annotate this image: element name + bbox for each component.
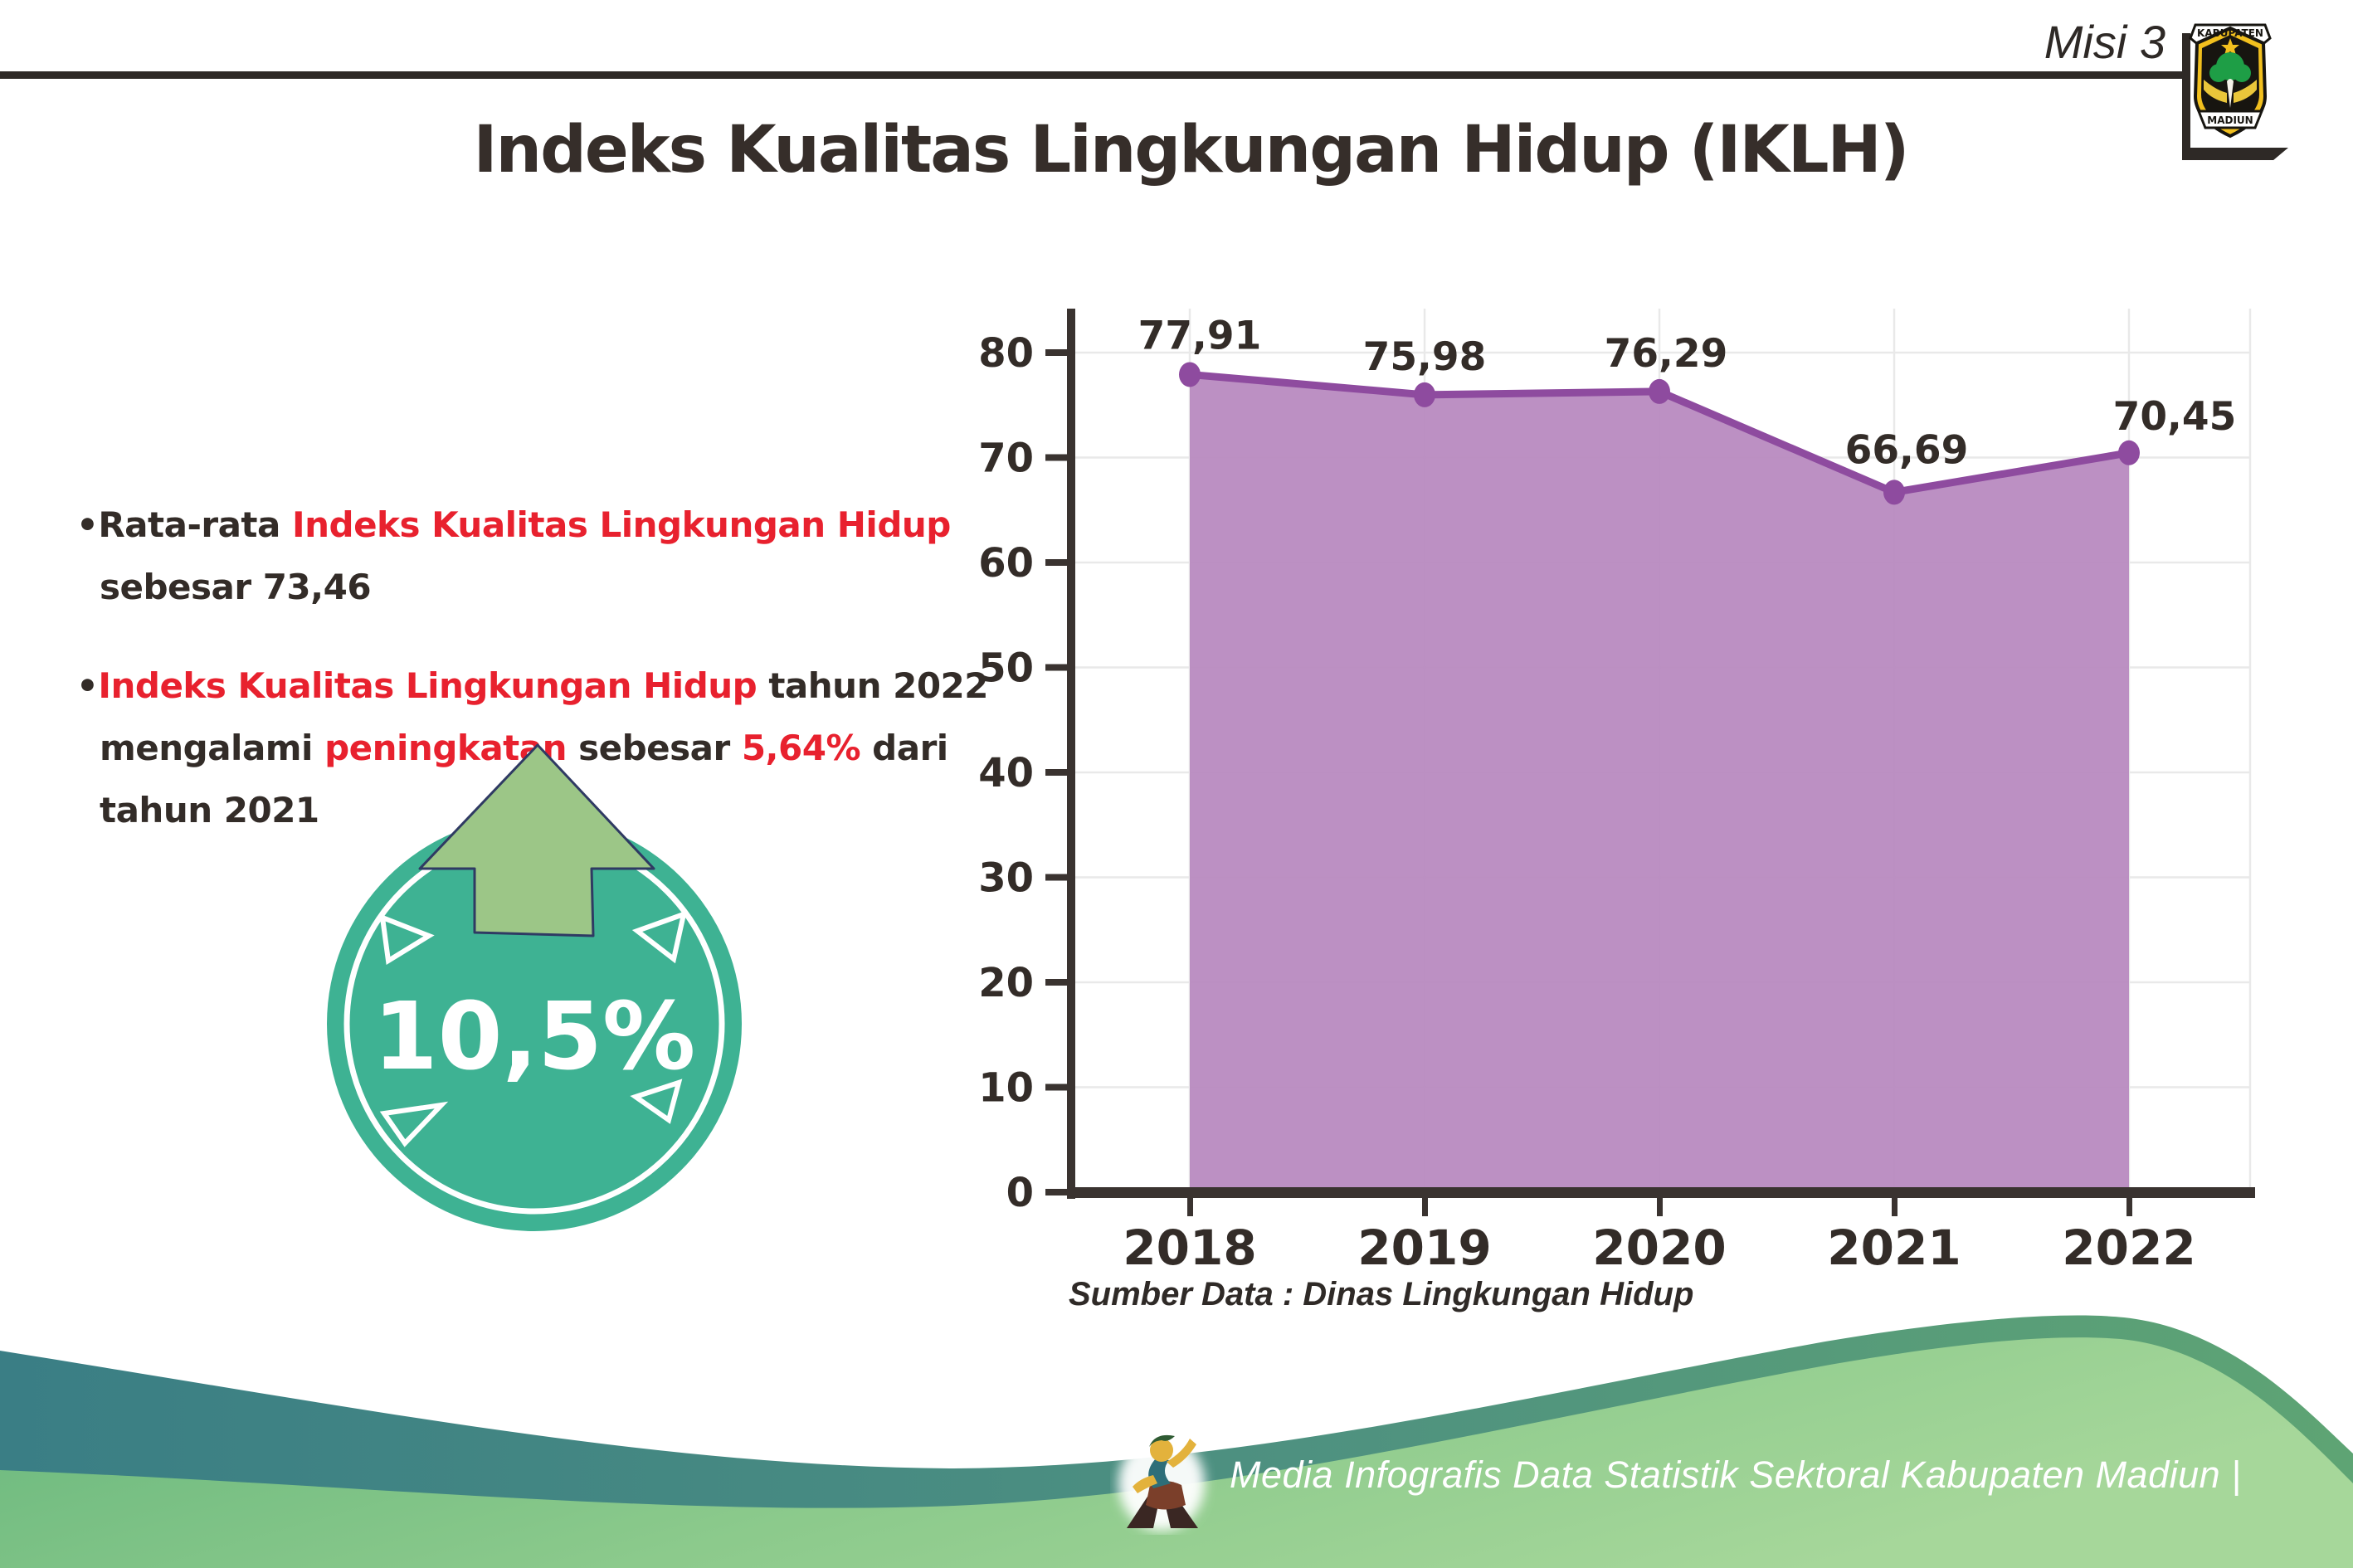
data-label: 77,91: [1138, 313, 1262, 358]
body-text: mengalami: [100, 727, 325, 768]
logo-tree-left: [2209, 64, 2228, 82]
logo-top-text: KABUPATEN: [2197, 27, 2263, 39]
body-text: tahun 2022: [757, 665, 988, 706]
y-tick: [1045, 769, 1067, 776]
body-text: sebesar 73,46: [100, 566, 372, 607]
dancer-mascot-icon: [1118, 1434, 1205, 1531]
area-fill: [1190, 374, 2129, 1193]
y-tick-label: 0: [1006, 1170, 1034, 1216]
insight-average-iklh: •Rata-rata Indeks Kualitas Lingkungan Hi…: [76, 494, 1022, 619]
y-tick-label: 50: [978, 645, 1034, 692]
y-tick-label: 20: [978, 960, 1034, 1006]
highlighted-text: Indeks Kualitas Lingkungan Hidup: [98, 665, 758, 706]
badge-spark-upper-left: [379, 913, 435, 965]
data-label: 76,29: [1605, 331, 1728, 377]
x-tick-label: 2019: [1357, 1220, 1491, 1276]
body-text: dari: [860, 727, 948, 768]
logo-bottom-banner: [2196, 110, 2264, 129]
x-tick: [1422, 1198, 1428, 1216]
mascot-skirt: [1146, 1481, 1186, 1510]
body-text: •: [76, 665, 99, 706]
data-label: 66,69: [1845, 427, 1969, 473]
y-tick-label: 10: [978, 1065, 1034, 1112]
x-tick: [2126, 1198, 2132, 1216]
logo-spear: [2227, 79, 2234, 108]
increase-badge: 10,5%: [327, 743, 742, 1231]
highlighted-text: Indeks Kualitas Lingkungan Hidup: [291, 504, 951, 545]
mascot-head: [1150, 1439, 1173, 1462]
x-tick: [1892, 1198, 1898, 1216]
kabupaten-madiun-crest-icon: KABUPATEN MADIUN: [2189, 23, 2272, 139]
footer-credit: Media Infografis Data Statistik Sektoral…: [1230, 1454, 2242, 1496]
mascot-cap: [1149, 1434, 1175, 1447]
chart-source-note: Sumber Data : Dinas Lingkungan Hidup: [1069, 1276, 1694, 1312]
badge-circle: [327, 816, 742, 1231]
footer-wave-light: [0, 1336, 2353, 1568]
data-point: [1179, 362, 1201, 387]
y-tick: [1045, 874, 1067, 881]
x-tick-label: 2021: [1827, 1220, 1961, 1276]
body-text: tahun 2021: [100, 789, 319, 830]
y-tick: [1045, 979, 1067, 986]
y-tick: [1045, 664, 1067, 671]
y-axis: [1067, 309, 1075, 1199]
footer-wave-teal-band: [0, 1315, 2353, 1508]
y-tick-label: 30: [978, 855, 1034, 902]
footer-wave: [0, 1315, 2353, 1568]
data-point: [1883, 480, 1905, 505]
data-label: 75,98: [1363, 334, 1487, 380]
data-label: 70,45: [2113, 394, 2237, 440]
y-tick: [1045, 559, 1067, 566]
x-tick-label: 2020: [1592, 1220, 1726, 1276]
badge-spark-lower-left: [379, 1101, 449, 1147]
x-tick: [1657, 1198, 1663, 1216]
logo-star: [2221, 38, 2239, 56]
body-text: •Rata-rata: [76, 504, 292, 545]
badge-spark-lower-right: [630, 1079, 683, 1124]
x-tick-label: 2022: [2062, 1220, 2195, 1276]
logo-bottom-text: MADIUN: [2207, 114, 2253, 126]
y-tick: [1045, 1083, 1067, 1091]
data-point: [2118, 440, 2140, 465]
y-tick: [1045, 349, 1067, 356]
y-tick-label: 80: [978, 330, 1034, 377]
body-text: sebesar: [566, 727, 742, 768]
mascot-arm-raised: [1167, 1439, 1196, 1468]
y-tick: [1045, 454, 1067, 461]
logo-wing-right: [2234, 80, 2257, 103]
up-arrow-icon: [418, 743, 655, 937]
x-tick: [1187, 1198, 1193, 1216]
x-axis: [1067, 1187, 2255, 1198]
header-rule: [0, 71, 2187, 79]
x-tick-label: 2018: [1123, 1220, 1256, 1276]
data-point: [1649, 378, 1670, 404]
y-tick-label: 70: [978, 436, 1034, 482]
data-point: [1414, 382, 1435, 407]
y-tick: [1045, 1189, 1067, 1195]
badge-spark-upper-right: [631, 910, 688, 964]
logo-tree-right: [2233, 64, 2251, 82]
mascot-arm-low: [1133, 1475, 1157, 1493]
highlighted-text: 5,64%: [741, 727, 861, 768]
page-title: Indeks Kualitas Lingkungan Hidup (IKLH): [473, 113, 1910, 187]
iklh-area-chart: 0 10 20 30 40 50 60 70 80 2018 2019 2020 2021 2022 77,…: [978, 309, 2255, 1276]
logo-frame-vertical-bar: [2182, 33, 2190, 156]
logo-wing-left: [2204, 80, 2227, 103]
y-tick-label: 60: [978, 540, 1034, 587]
logo-frame-horizontal-bar: [2182, 148, 2288, 160]
mission-badge: Misi 3: [2044, 16, 2165, 68]
badge-value: 10,5%: [373, 983, 696, 1091]
y-tick-label: 40: [978, 750, 1034, 796]
